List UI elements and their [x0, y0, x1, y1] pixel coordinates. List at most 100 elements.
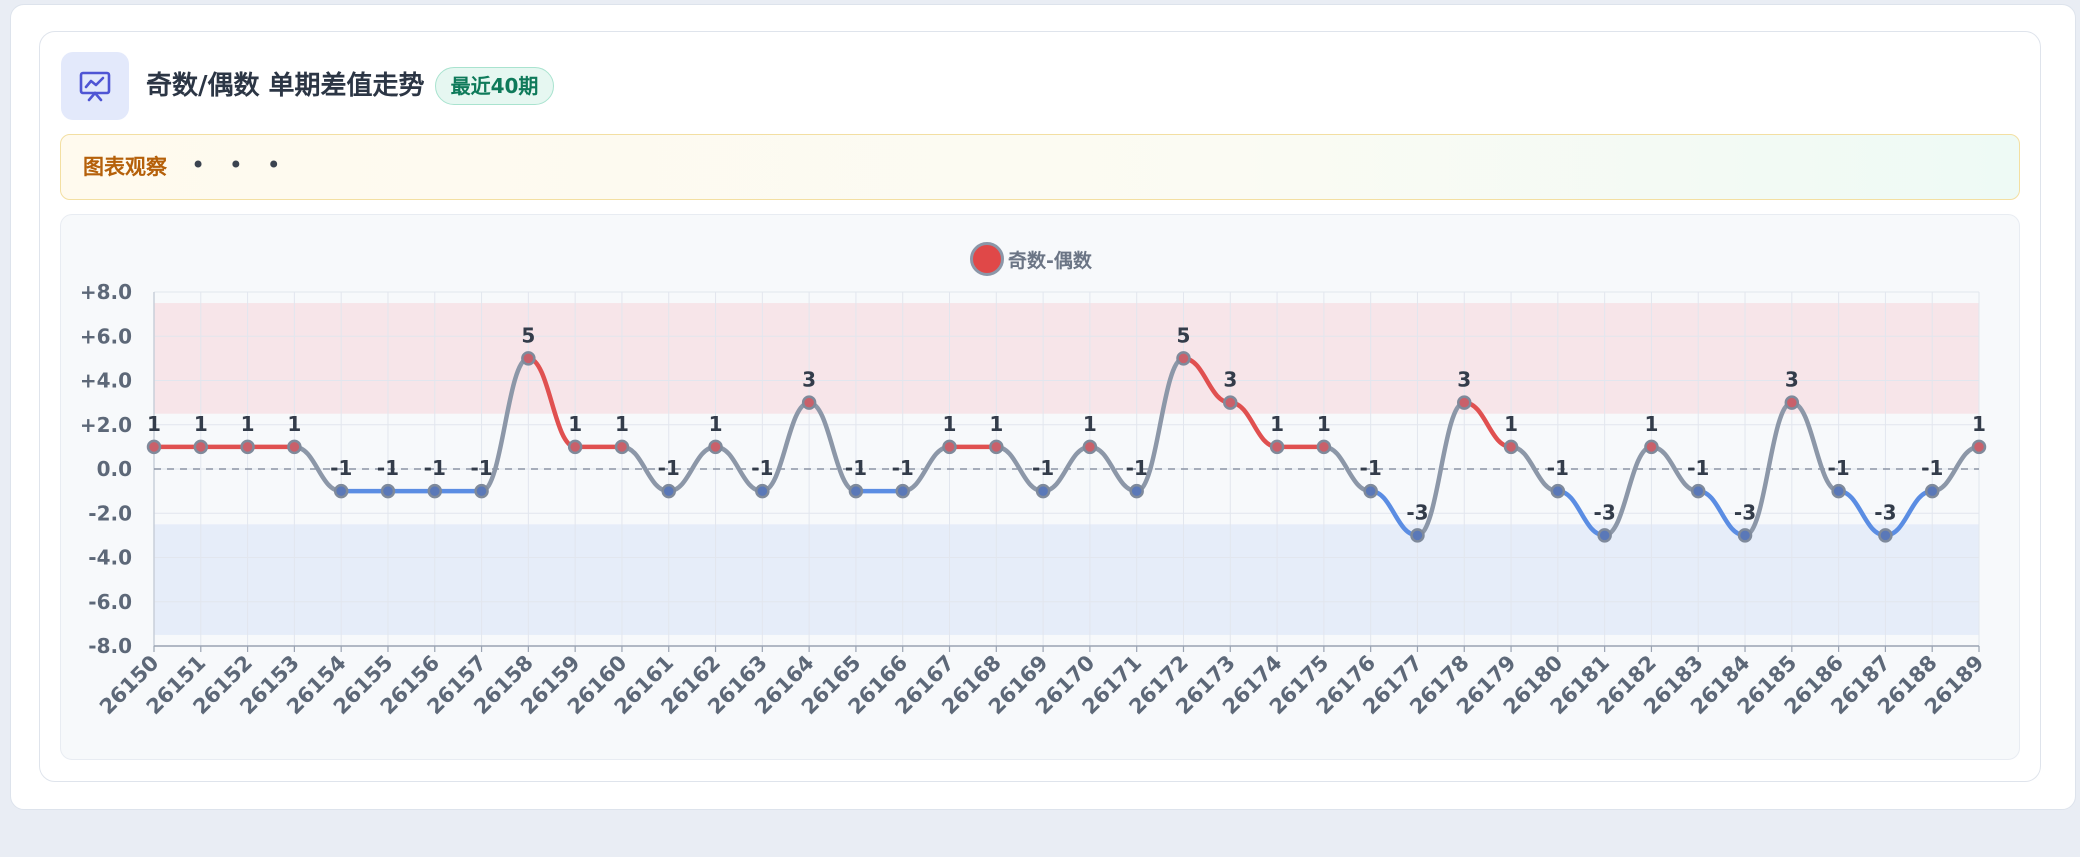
data-point [1597, 528, 1612, 543]
data-label: -1 [377, 456, 399, 480]
y-tick-label: 0.0 [97, 457, 132, 481]
data-point [1129, 483, 1144, 499]
data-label: 1 [194, 412, 208, 436]
y-tick-label: +6.0 [80, 324, 132, 348]
data-point [1971, 439, 1987, 455]
data-label: -3 [1874, 500, 1896, 524]
data-point [333, 483, 349, 499]
data-label: -1 [1032, 456, 1054, 480]
data-point [614, 439, 630, 455]
data-point [287, 439, 302, 455]
data-point [474, 483, 489, 499]
data-point [1690, 483, 1706, 499]
data-point [427, 483, 443, 499]
data-label: 1 [943, 412, 957, 436]
series-line-segment [1742, 400, 1795, 538]
data-label: -1 [845, 456, 867, 480]
y-tick-label: -8.0 [88, 634, 132, 658]
data-label: 3 [802, 368, 816, 392]
y-tick-label: +8.0 [80, 280, 132, 304]
data-label: -1 [470, 456, 492, 480]
data-point [1223, 395, 1238, 410]
data-label: 1 [709, 412, 723, 436]
data-point [240, 439, 255, 455]
legend-series-label: 奇数-偶数 [1008, 249, 1092, 272]
y-tick-label: -4.0 [88, 546, 132, 570]
y-tick-label: +4.0 [80, 369, 132, 393]
data-label: 1 [287, 412, 301, 436]
data-point [1269, 439, 1285, 455]
data-label: 5 [1177, 323, 1191, 347]
data-label: -1 [1360, 456, 1382, 480]
series-line-segment [1415, 400, 1467, 538]
data-point [895, 483, 910, 499]
data-point [661, 483, 676, 499]
data-label: -1 [1687, 456, 1709, 480]
data-point [1503, 439, 1519, 455]
observation-more-dots[interactable]: • • • [191, 151, 289, 179]
data-point [567, 439, 583, 455]
data-point [1878, 528, 1893, 543]
period-badge: 最近40期 [435, 67, 554, 105]
page-title: 奇数/偶数 单期差值走势 [146, 71, 425, 101]
upper-band [154, 303, 1979, 414]
data-point [801, 395, 817, 410]
data-label: -1 [658, 456, 680, 480]
data-label: -1 [1547, 456, 1569, 480]
data-label: -1 [892, 456, 914, 480]
data-point [1316, 439, 1332, 455]
data-label: -1 [751, 456, 773, 480]
data-point [1035, 483, 1051, 499]
data-label: 1 [1644, 412, 1658, 436]
data-label: -1 [1126, 456, 1148, 480]
data-point [380, 483, 396, 499]
data-point [521, 351, 536, 366]
data-point [1176, 351, 1191, 366]
data-point [1924, 483, 1940, 499]
observation-label: 图表观察 [83, 155, 167, 179]
data-point [1831, 483, 1846, 499]
legend-swatch [970, 242, 1004, 276]
data-point [1082, 439, 1098, 455]
data-label: 1 [1972, 412, 1986, 436]
data-label: 3 [1785, 368, 1799, 392]
data-point [1363, 483, 1378, 499]
data-label: 3 [1223, 368, 1237, 392]
chart-legend[interactable]: 奇数-偶数 [970, 240, 1092, 278]
data-label: 1 [241, 412, 255, 436]
data-label: 3 [1457, 368, 1471, 392]
lower-band [154, 524, 1979, 635]
data-label: -1 [1828, 456, 1850, 480]
data-point [1644, 439, 1659, 455]
data-point [1550, 483, 1566, 499]
data-label: 1 [1317, 412, 1331, 436]
data-label: -3 [1734, 500, 1756, 524]
data-point [193, 439, 209, 455]
data-label: 5 [521, 323, 535, 347]
data-label: 1 [1270, 412, 1284, 436]
data-point [989, 439, 1004, 455]
data-point [146, 439, 162, 455]
data-label: 1 [1083, 412, 1097, 436]
data-point [1410, 528, 1425, 543]
data-point [1737, 528, 1753, 543]
data-point [1457, 395, 1472, 410]
data-label: -3 [1406, 500, 1428, 524]
data-label: 1 [147, 412, 161, 436]
data-label: 1 [568, 412, 582, 436]
data-label: -1 [424, 456, 446, 480]
data-point [708, 439, 723, 455]
data-label: -1 [330, 456, 352, 480]
data-point [942, 439, 957, 455]
y-tick-label: +2.0 [80, 413, 132, 437]
chart-presentation-icon [61, 52, 129, 120]
observation-panel[interactable]: 图表观察 • • • [60, 134, 2020, 200]
data-label: 1 [1504, 412, 1518, 436]
data-point [848, 483, 864, 499]
series-line-segment [1134, 356, 1186, 494]
data-label: -1 [1921, 456, 1943, 480]
data-point [755, 483, 770, 499]
data-label: -3 [1594, 500, 1616, 524]
data-label: 1 [989, 412, 1003, 436]
